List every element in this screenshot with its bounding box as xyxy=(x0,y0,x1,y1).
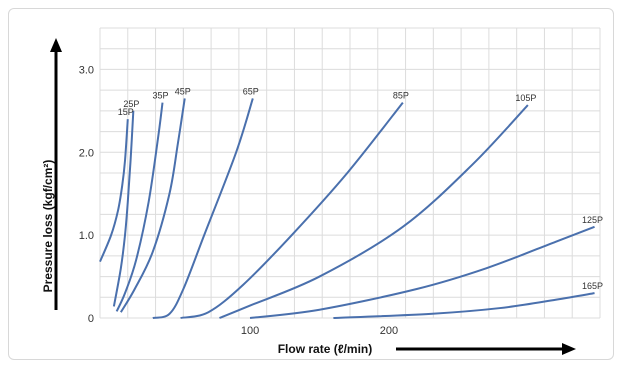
y-tick-label: 3.0 xyxy=(79,64,94,76)
series-line-65p xyxy=(152,98,254,319)
y-tick-label: 1.0 xyxy=(79,230,94,242)
y-tick-label: 2.0 xyxy=(79,147,94,159)
y-tick-labels: 0 1.0 2.0 3.0 xyxy=(79,64,94,325)
series-label-125p: 125P xyxy=(582,215,603,225)
grid xyxy=(99,27,601,319)
series-line-105p xyxy=(219,104,529,319)
series-line-35p xyxy=(115,102,164,312)
series-label-105p: 105P xyxy=(515,93,536,103)
x-axis-arrow xyxy=(396,343,576,355)
series-label-35p: 35P xyxy=(153,91,169,101)
series-label-65p: 65P xyxy=(243,86,259,96)
x-axis-label: Flow rate (ℓ/min) xyxy=(278,342,373,356)
series-line-25p xyxy=(112,110,135,307)
series-line-85p xyxy=(180,101,404,319)
x-tick-label: 100 xyxy=(241,325,259,337)
series-label-25p: 25P xyxy=(123,99,139,109)
y-axis-arrow xyxy=(50,38,62,310)
series-label-165p: 165P xyxy=(582,281,603,291)
series-label-45p: 45P xyxy=(175,86,191,96)
series-label-15p: 15P xyxy=(118,107,134,117)
series-line-15p xyxy=(99,119,129,263)
series-line-45p xyxy=(119,98,186,313)
x-tick-labels: 100 200 xyxy=(241,325,398,337)
series-curves xyxy=(99,98,595,319)
chart-panel xyxy=(8,8,614,360)
y-axis-label: Pressure loss (kgf/cm²) xyxy=(41,160,55,293)
series-label-85p: 85P xyxy=(393,91,409,101)
series-line-165p xyxy=(333,292,595,319)
y-tick-label: 0 xyxy=(88,313,94,325)
x-tick-label: 200 xyxy=(380,325,398,337)
series-line-125p xyxy=(249,225,595,319)
